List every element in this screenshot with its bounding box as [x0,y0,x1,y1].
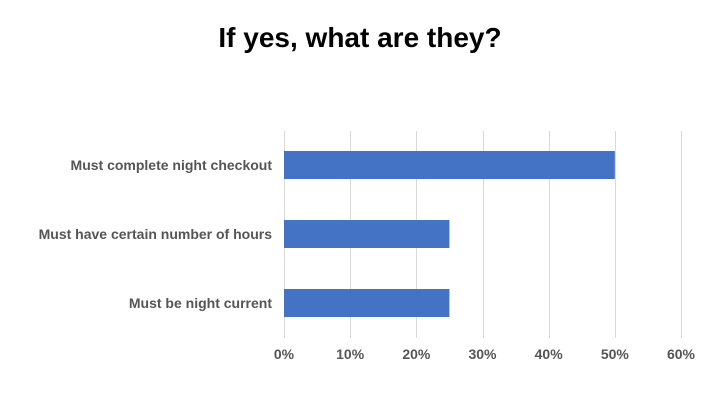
bar [284,289,450,317]
x-tick-label: 60% [667,346,696,362]
x-tick-label: 30% [468,346,497,362]
x-axis-tick-labels: 0% 10% 20% 30% 40% 50% 60% [274,346,696,362]
x-tick-label: 0% [274,346,295,362]
x-tick-label: 10% [336,346,365,362]
category-label: Must be night current [129,295,272,311]
category-label: Must complete night checkout [71,157,273,173]
category-label: Must have certain number of hours [39,226,273,242]
bar [284,220,450,248]
category-labels: Must complete night checkout Must have ce… [39,157,273,311]
bar [284,151,615,179]
x-tick-label: 40% [535,346,564,362]
chart-title: If yes, what are they? [218,22,502,53]
x-tick-label: 20% [402,346,431,362]
x-tick-label: 50% [601,346,630,362]
bars [284,151,615,317]
